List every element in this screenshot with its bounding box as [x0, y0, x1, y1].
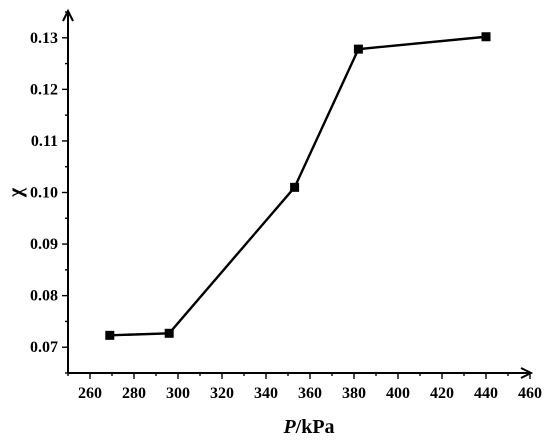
- x-tick-label: 320: [210, 385, 234, 402]
- data-point-marker: [353, 44, 363, 54]
- x-tick-label: 440: [474, 385, 498, 402]
- data-point-marker: [290, 182, 300, 192]
- data-point-marker: [481, 32, 491, 42]
- y-tick-label: 0.12: [30, 81, 58, 98]
- x-axis-arrow: [520, 367, 534, 379]
- x-axis-title: P/kPa: [282, 416, 334, 438]
- y-axis-arrow: [62, 8, 74, 22]
- y-axis-title: χ: [5, 187, 27, 198]
- x-tick-label: 420: [430, 385, 454, 402]
- x-tick-label: 340: [254, 385, 278, 402]
- x-tick-label: 260: [78, 385, 102, 402]
- data-point-marker: [105, 330, 115, 340]
- y-tick-label: 0.10: [30, 185, 58, 202]
- plot-area: 260 280 300 320 340 360 380 400 420 440 460 0.07 0.0…: [30, 8, 542, 402]
- x-tick-label: 460: [518, 385, 542, 402]
- data-point-marker: [164, 328, 174, 338]
- y-tick-label: 0.08: [30, 288, 58, 305]
- y-tick-label: 0.13: [30, 30, 58, 47]
- x-tick-label: 400: [386, 385, 410, 402]
- x-axis-title-unit: /kPa: [295, 416, 335, 438]
- x-tick-label: 360: [298, 385, 322, 402]
- y-tick-label: 0.11: [31, 133, 58, 150]
- y-tick-label: 0.09: [30, 236, 58, 253]
- x-axis-title-italic: P: [282, 416, 296, 438]
- y-tick-label: 0.07: [30, 339, 58, 356]
- x-tick-label: 280: [122, 385, 146, 402]
- x-tick-label: 300: [166, 385, 190, 402]
- x-tick-label: 380: [342, 385, 366, 402]
